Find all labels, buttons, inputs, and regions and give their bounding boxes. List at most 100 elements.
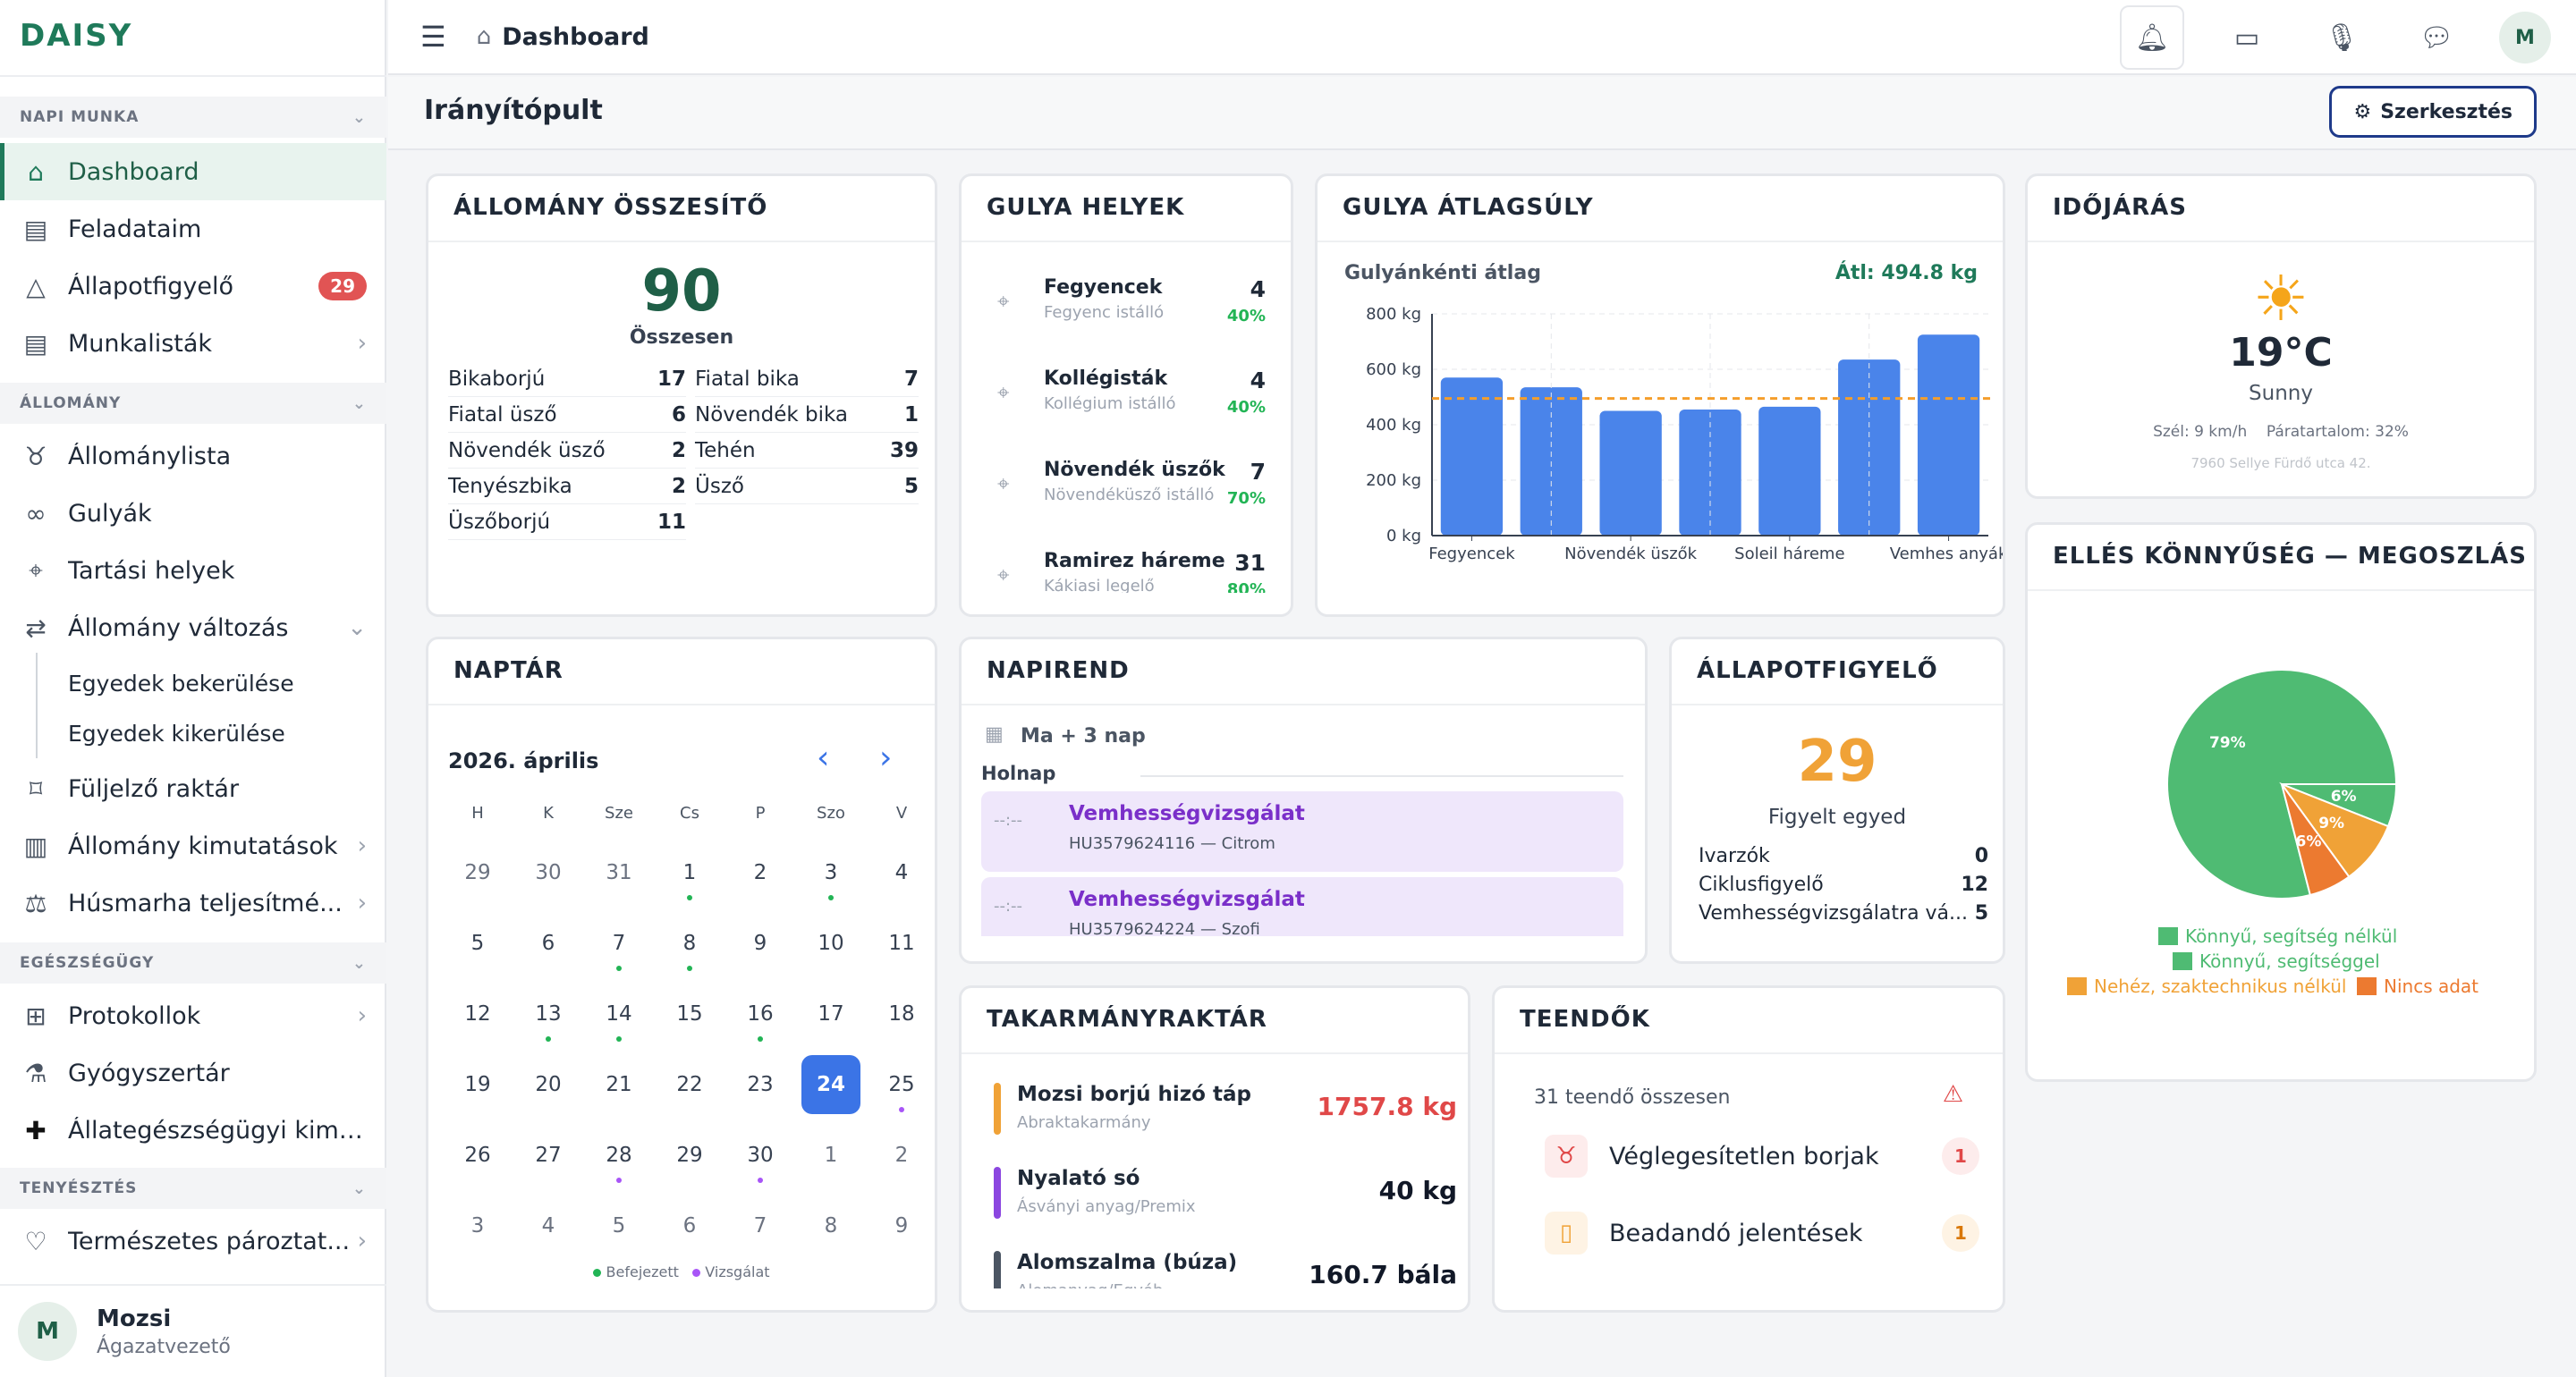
sidebar-item-termeszetes-paroztatas[interactable]: ♡ Természetes pároztat... › bbox=[0, 1212, 386, 1270]
calendar-day[interactable]: 30 bbox=[535, 861, 562, 884]
sidebar-item-allapotfigyelo[interactable]: △ Állapotfigyelő 29 bbox=[0, 258, 386, 315]
calendar-day[interactable]: 29 bbox=[464, 861, 491, 884]
feed-item[interactable]: Alomszalma (búza) Alomanyag/Egyéb 160.7 … bbox=[994, 1251, 1457, 1288]
sidebar-item-husmarha[interactable]: ⚖ Húsmarha teljesítmé... › bbox=[0, 874, 386, 932]
calendar-day[interactable]: 20 bbox=[535, 1073, 562, 1096]
section-napi-munka[interactable]: NAPI MUNKA ⌄ bbox=[0, 97, 386, 138]
monitor-row[interactable]: Ciklusfigyelő 12 bbox=[1699, 874, 1988, 896]
app-logo[interactable]: DAISY bbox=[20, 18, 133, 54]
section-allomany[interactable]: ÁLLOMÁNY ⌄ bbox=[0, 383, 386, 424]
herd-location-item[interactable]: ⌖ Kollégisták Kollégium istálló 4 40% bbox=[997, 367, 1266, 430]
sidebar-item-gyogyszertar[interactable]: ⚗ Gyógyszertár bbox=[0, 1044, 386, 1102]
chat-icon[interactable]: 💬︎ bbox=[2419, 21, 2454, 54]
bar-soleil-h-reme[interactable] bbox=[1758, 406, 1821, 536]
todo-item[interactable]: ♉ Véglegesítetlen borjak 1 bbox=[1545, 1131, 1979, 1181]
sidebar-item-feladataim[interactable]: ▤ Feladataim bbox=[0, 200, 386, 258]
calendar-day[interactable]: 18 bbox=[888, 1002, 915, 1026]
next-month-icon[interactable]: › bbox=[879, 739, 893, 776]
calendar-day[interactable]: 8 bbox=[682, 932, 697, 955]
prev-month-icon[interactable]: ‹ bbox=[817, 739, 830, 776]
herd-location-item[interactable]: ⌖ Ramirez háreme Kákiasi legelő 31 80% bbox=[997, 550, 1266, 593]
calendar-day[interactable]: 28 bbox=[606, 1144, 632, 1167]
calendar-day[interactable]: 7 bbox=[612, 932, 626, 955]
breadcrumb[interactable]: Dashboard bbox=[502, 22, 649, 51]
calendar-day[interactable]: 8 bbox=[824, 1214, 838, 1238]
bar-fegyencek[interactable] bbox=[1440, 377, 1504, 536]
calendar-day[interactable]: 9 bbox=[894, 1214, 909, 1238]
sidebar-item-dashboard[interactable]: ⌂ Dashboard bbox=[0, 143, 386, 200]
calendar-day[interactable]: 19 bbox=[464, 1073, 491, 1096]
sidebar-item-allomanylista[interactable]: ♉ Állománylista bbox=[0, 427, 386, 485]
herd-location-item[interactable]: ⌖ Fegyencek Fegyenc istálló 4 40% bbox=[997, 276, 1266, 339]
calendar-day[interactable]: 23 bbox=[747, 1073, 774, 1096]
calendar-day[interactable]: 5 bbox=[470, 932, 485, 955]
legend-item[interactable]: Nincs adat bbox=[2357, 976, 2479, 997]
schedule-event[interactable]: --:-- Vemhességvizsgálat HU3579624224 — … bbox=[981, 877, 1623, 936]
calendar-day[interactable]: 16 bbox=[747, 1002, 774, 1026]
calendar-day[interactable]: 3 bbox=[470, 1214, 485, 1238]
calendar-day[interactable]: 29 bbox=[676, 1144, 703, 1167]
feed-item[interactable]: Mozsi borjú hizó táp Abraktakarmány 1757… bbox=[994, 1083, 1457, 1145]
calendar-day-today[interactable]: 24 bbox=[801, 1055, 860, 1114]
schedule-range[interactable]: Ma + 3 nap bbox=[1021, 725, 1146, 748]
sidebar-item-protokollok[interactable]: ⊞ Protokollok › bbox=[0, 987, 386, 1044]
calendar-day[interactable]: 13 bbox=[535, 1002, 562, 1026]
calendar-day[interactable]: 21 bbox=[606, 1073, 632, 1096]
edit-button[interactable]: ⚙ Szerkesztés bbox=[2329, 86, 2537, 138]
bar-n-vend-k-sz-k[interactable] bbox=[1599, 410, 1662, 536]
microphone-icon[interactable]: 🎙︎ bbox=[2324, 21, 2360, 54]
calendar-day[interactable]: 1 bbox=[682, 861, 697, 884]
sidebar-item-allomany-kimutatasok[interactable]: ▥ Állomány kimutatások › bbox=[0, 817, 386, 874]
user-profile[interactable]: M Mozsi Ágazatvezető bbox=[0, 1284, 386, 1377]
sidebar-item-munkalistak[interactable]: ▤ Munkalisták › bbox=[0, 315, 386, 372]
todo-item[interactable]: ▯ Beadandó jelentések 1 bbox=[1545, 1208, 1979, 1258]
bar-ramirez-h-reme[interactable] bbox=[1838, 359, 1901, 536]
legend-item[interactable]: Könnyű, segítség nélkül bbox=[2158, 925, 2397, 947]
section-tenyesztes[interactable]: TENYÉSZTÉS ⌄ bbox=[0, 1168, 386, 1209]
herd-location-item[interactable]: ⌖ Növendék üszők Növendéküsző istálló 7 … bbox=[997, 459, 1266, 521]
calendar-day[interactable]: 7 bbox=[753, 1214, 767, 1238]
hamburger-menu-icon[interactable]: ☰ bbox=[420, 20, 446, 54]
video-camera-icon[interactable]: ▭ bbox=[2233, 21, 2260, 54]
calendar-day[interactable]: 15 bbox=[676, 1002, 703, 1026]
home-icon[interactable]: ⌂ bbox=[476, 23, 492, 50]
avatar[interactable]: M bbox=[2499, 12, 2551, 63]
calendar-day[interactable]: 22 bbox=[676, 1073, 703, 1096]
calendar-day[interactable]: 1 bbox=[824, 1144, 838, 1167]
sidebar-item-allategeszsegugy[interactable]: ✚ Állategészségügyi kimut... bbox=[0, 1102, 386, 1159]
sidebar-subitem-bekerules[interactable]: Egyedek bekerülése bbox=[68, 671, 294, 697]
sidebar-item-fuljelzo-raktar[interactable]: ⌑ Füljelző raktár bbox=[0, 760, 386, 817]
calendar-day[interactable]: 30 bbox=[747, 1144, 774, 1167]
calendar-day[interactable]: 6 bbox=[682, 1214, 697, 1238]
monitor-row[interactable]: Vemhességvizsgálatra vá... 5 bbox=[1699, 902, 1988, 925]
sidebar-item-gulyak[interactable]: ∞ Gulyák bbox=[0, 485, 386, 542]
calendar-day[interactable]: 27 bbox=[535, 1144, 562, 1167]
sidebar-subitem-kikerules[interactable]: Egyedek kikerülése bbox=[68, 721, 285, 747]
calendar-day[interactable]: 14 bbox=[606, 1002, 632, 1026]
calendar-day[interactable]: 10 bbox=[818, 932, 844, 955]
calendar-day[interactable]: 4 bbox=[541, 1214, 555, 1238]
calendar-day[interactable]: 2 bbox=[894, 1144, 909, 1167]
calendar-day[interactable]: 11 bbox=[888, 932, 915, 955]
calendar-day[interactable]: 25 bbox=[888, 1073, 915, 1096]
calendar-day[interactable]: 5 bbox=[612, 1214, 626, 1238]
monitor-row[interactable]: Ivarzók 0 bbox=[1699, 845, 1988, 867]
pie-slice-3[interactable] bbox=[2281, 783, 2351, 897]
calendar-day[interactable]: 31 bbox=[606, 861, 632, 884]
sidebar-item-allomany-valtozas[interactable]: ⇄ Állomány változás ⌄ bbox=[0, 599, 386, 656]
schedule-event[interactable]: --:-- Vemhességvizsgálat HU3579624116 — … bbox=[981, 791, 1623, 872]
calendar-day[interactable]: 6 bbox=[541, 932, 555, 955]
calendar-day[interactable]: 2 bbox=[753, 861, 767, 884]
bell-icon[interactable]: 🔔︎ bbox=[2120, 5, 2184, 70]
calendar-day[interactable]: 3 bbox=[824, 861, 838, 884]
calendar-day[interactable]: 9 bbox=[753, 932, 767, 955]
legend-item[interactable]: Nehéz, szaktechnikus nélkül bbox=[2067, 976, 2346, 997]
legend-item[interactable]: Könnyű, segítséggel bbox=[2173, 950, 2380, 972]
calendar-day[interactable]: 26 bbox=[464, 1144, 491, 1167]
section-egeszsegugy[interactable]: EGÉSZSÉGÜGY ⌄ bbox=[0, 942, 386, 984]
calendar-day[interactable]: 17 bbox=[818, 1002, 844, 1026]
bar-vemhes-any-k[interactable] bbox=[1917, 334, 1980, 536]
calendar-day[interactable]: 4 bbox=[894, 861, 909, 884]
feed-item[interactable]: Nyalató só Ásványi anyag/Premix 40 kg bbox=[994, 1167, 1457, 1229]
calendar-day[interactable]: 12 bbox=[464, 1002, 491, 1026]
